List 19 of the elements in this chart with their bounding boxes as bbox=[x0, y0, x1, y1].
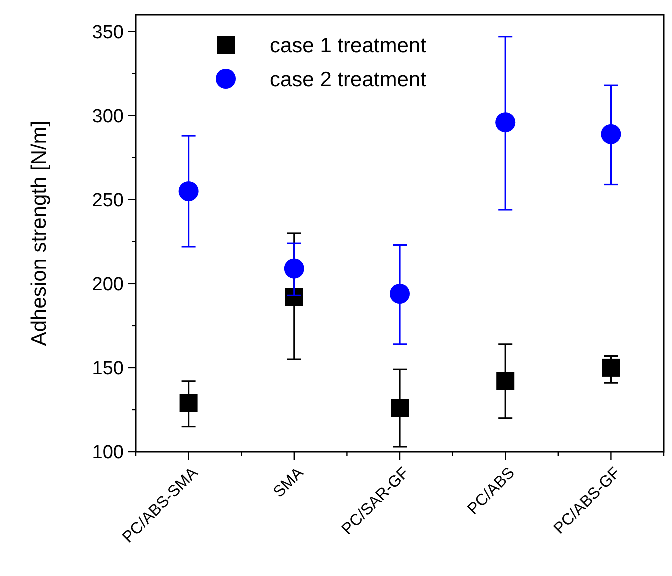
y-axis-title: Adhesion strength [N/m] bbox=[28, 120, 51, 346]
y-tick-label: 300 bbox=[92, 106, 124, 128]
point bbox=[496, 372, 515, 390]
legend-label: case 2 treatment bbox=[270, 68, 427, 92]
point bbox=[496, 112, 516, 133]
point bbox=[391, 399, 409, 418]
y-tick-label: 150 bbox=[92, 358, 124, 380]
y-tick-label: 350 bbox=[92, 22, 124, 44]
y-tick-label: 100 bbox=[92, 442, 124, 464]
point bbox=[284, 258, 304, 279]
legend-label: case 1 treatment bbox=[270, 34, 427, 58]
point bbox=[285, 288, 304, 306]
point bbox=[601, 124, 622, 144]
y-tick-label: 250 bbox=[92, 190, 124, 212]
point bbox=[178, 181, 199, 202]
point bbox=[602, 358, 620, 377]
point bbox=[390, 284, 410, 304]
y-tick-label: 200 bbox=[92, 274, 124, 296]
point bbox=[180, 394, 198, 412]
